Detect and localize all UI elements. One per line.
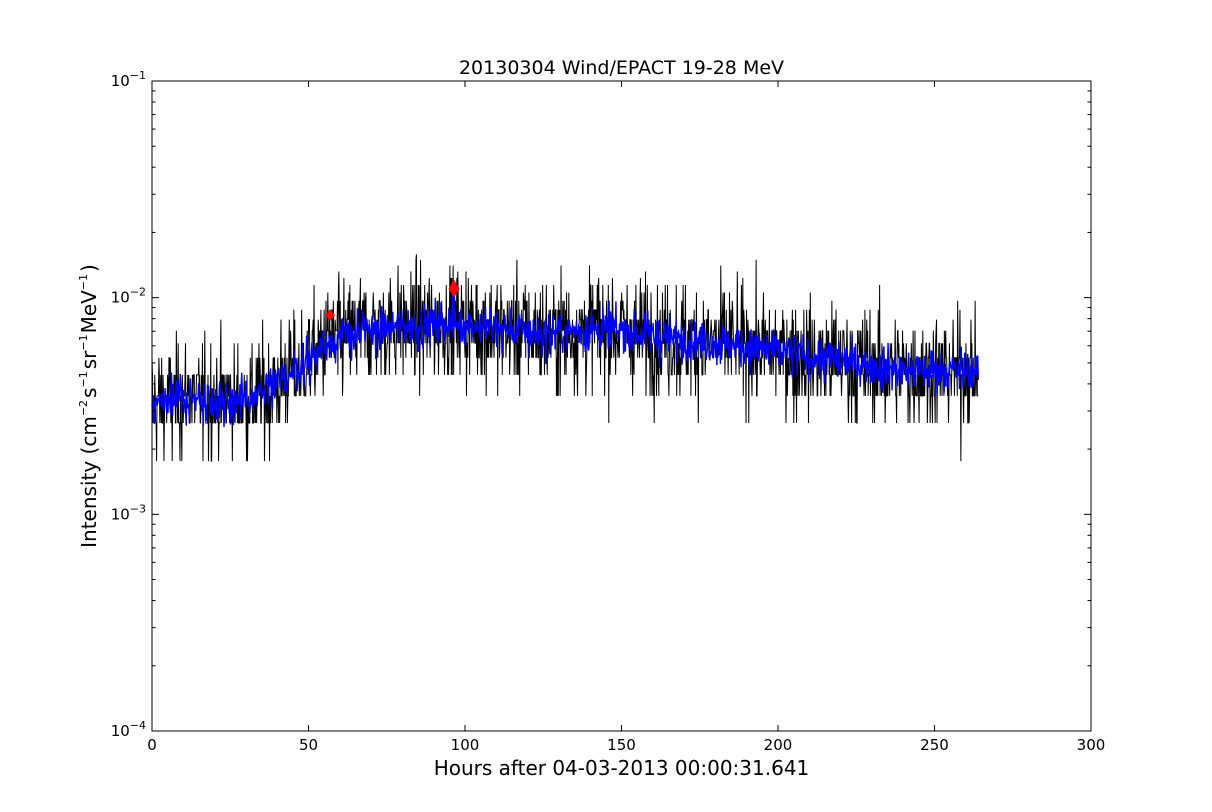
y-axis-label-sr: sr bbox=[77, 350, 101, 369]
plot-frame bbox=[151, 80, 1092, 732]
y-tick-label: 10−2 bbox=[111, 286, 146, 307]
event-marker-2 bbox=[448, 279, 460, 298]
y-axis-label-close: ) bbox=[77, 264, 101, 272]
y-tick-label: 10−1 bbox=[111, 69, 146, 90]
y-axis-label-exp-s: −1 bbox=[77, 371, 90, 387]
event-marker-1 bbox=[325, 309, 336, 322]
chart-title: 20130304 Wind/EPACT 19-28 MeV bbox=[459, 57, 784, 79]
plot-area bbox=[152, 81, 1091, 731]
y-tick-label: 10−3 bbox=[111, 502, 146, 523]
series-smoothed-intensity bbox=[151, 293, 980, 428]
smoothed-intensity-line bbox=[151, 293, 980, 428]
axis-tick-labels: 0 50 100 150 200 250 300 10−4 10−3 10−2 10−1 bbox=[111, 69, 1106, 754]
event-markers bbox=[325, 279, 460, 322]
y-axis-label-exp-cm: −2 bbox=[77, 400, 90, 416]
y-tick-label: 10−4 bbox=[111, 719, 146, 740]
x-tick-label: 50 bbox=[299, 736, 318, 754]
x-tick-label: 150 bbox=[607, 736, 636, 754]
y-axis-label: Intensity (cm−2s−1sr−1MeV−1) bbox=[77, 264, 101, 548]
y-axis-label-mev: MeV bbox=[77, 290, 101, 334]
y-axis-label-base: Intensity (cm bbox=[77, 416, 101, 548]
x-tick-label: 100 bbox=[451, 736, 480, 754]
y-axis-label-exp-sr: −1 bbox=[77, 334, 90, 350]
x-axis-label: Hours after 04-03-2013 00:00:31.641 bbox=[434, 756, 810, 780]
x-tick-label: 200 bbox=[764, 736, 793, 754]
x-tick-label: 250 bbox=[920, 736, 949, 754]
x-tick-label: 300 bbox=[1077, 736, 1106, 754]
y-axis-label-exp-mev: −1 bbox=[77, 274, 90, 290]
x-tick-label: 0 bbox=[147, 736, 157, 754]
y-axis-label-s: s bbox=[77, 388, 101, 398]
